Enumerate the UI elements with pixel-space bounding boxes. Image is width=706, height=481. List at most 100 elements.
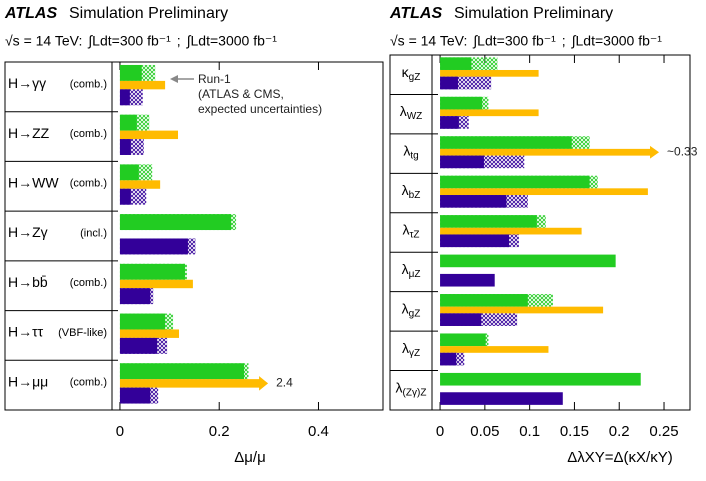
bar (440, 116, 459, 129)
category-label: λtg (403, 142, 418, 161)
x-tick-label: 0.15 (560, 423, 589, 440)
x-tick-label: 0.2 (609, 423, 630, 440)
x-tick-label: 0 (116, 423, 124, 440)
bar (440, 136, 572, 149)
bar (119, 238, 188, 255)
bar-arrow (119, 376, 269, 391)
value-label: ~0.33 (667, 144, 698, 158)
bar (440, 215, 537, 228)
x-axis-label: Δμ/μ (234, 449, 265, 466)
category-label: λbZ (402, 182, 421, 201)
category-qualifier: (comb.) (70, 128, 107, 140)
category-qualifier: (comb.) (70, 178, 107, 190)
bar (119, 387, 151, 404)
bar (440, 96, 483, 110)
category-qualifier: (comb.) (70, 277, 107, 289)
experiment: ATLAS (389, 5, 442, 22)
legend-entry: ∫Ldt=300 fb⁻¹ (472, 33, 556, 49)
category-label: λτZ (402, 221, 419, 240)
bar (440, 306, 604, 314)
bar (119, 329, 180, 338)
bar (119, 313, 166, 330)
energy-label: √s = 14 TeV: (390, 33, 467, 49)
legend-separator: ; (177, 33, 181, 49)
bar (440, 352, 457, 366)
bar (440, 188, 648, 196)
bar (119, 114, 137, 131)
category-label: κgZ (402, 63, 421, 82)
bar (119, 279, 193, 289)
plot-frame (389, 54, 691, 411)
category-label: λgZ (402, 300, 421, 319)
experiment: ATLAS (4, 5, 57, 22)
bar (440, 313, 482, 326)
category-label: λWZ (400, 103, 423, 122)
bar-arrow (440, 145, 660, 159)
bar (119, 337, 158, 354)
x-tick-label: 0.1 (519, 423, 540, 440)
bar (119, 180, 161, 189)
category-label: H→bb̄ (8, 274, 48, 290)
plot-frame (4, 61, 384, 411)
annotation-arrow (170, 75, 194, 83)
bar (440, 69, 539, 77)
x-tick-label: 0.2 (209, 423, 230, 440)
bar (119, 288, 151, 305)
bar (440, 227, 582, 235)
bar (440, 175, 590, 189)
energy-label: √s = 14 TeV: (5, 33, 82, 49)
category-qualifier: (comb.) (70, 377, 107, 389)
x-tick-label: 0.05 (470, 423, 499, 440)
bar (119, 139, 131, 155)
x-tick-label: 0.4 (308, 423, 329, 440)
category-qualifier: (VBF-like) (58, 327, 107, 339)
category-label: H→ττ (8, 324, 44, 340)
bar (440, 294, 528, 307)
value-label: 2.4 (276, 376, 293, 390)
bar (440, 254, 616, 268)
bar (119, 363, 245, 380)
bar (440, 273, 495, 287)
bar (440, 346, 549, 353)
category-qualifier: (incl.) (80, 227, 107, 239)
legend-entry: ∫Ldt=3000 fb⁻¹ (186, 33, 278, 49)
legend-entry: ∫Ldt=3000 fb⁻¹ (571, 33, 663, 49)
legend-entry: ∫Ldt=300 fb⁻¹ (87, 33, 171, 49)
x-axis-label: ΔλXY=Δ(κX/κY) (567, 449, 672, 466)
category-label: H→μμ (8, 373, 48, 389)
category-label: H→Zγ (8, 224, 48, 240)
x-tick-label: 0.25 (649, 423, 678, 440)
status: Simulation Preliminary (454, 5, 613, 22)
legend-separator: ; (562, 33, 566, 49)
annotation: (ATLAS & CMS, (198, 87, 284, 101)
category-label: H→ZZ (8, 125, 50, 141)
bar (119, 130, 179, 140)
category-label: H→γγ (8, 75, 46, 91)
bar (440, 392, 563, 405)
x-tick-label: 0 (436, 423, 444, 440)
bar (119, 164, 139, 181)
bar (119, 214, 232, 231)
bar (440, 333, 486, 347)
bar (440, 155, 484, 169)
category-label: λ(Zγ)Z (396, 379, 427, 398)
bar (440, 195, 507, 208)
annotation: expected uncertainties) (198, 102, 322, 116)
bar (119, 80, 166, 90)
bar (440, 57, 472, 70)
bar (440, 372, 641, 386)
bar (119, 64, 142, 81)
category-label: H→WW (8, 175, 59, 191)
category-label: λγZ (402, 340, 420, 359)
status: Simulation Preliminary (69, 5, 228, 22)
bar (119, 263, 185, 280)
bar (440, 76, 458, 90)
category-label: λμZ (402, 261, 421, 280)
annotation: Run-1 (198, 72, 231, 86)
bar (440, 234, 510, 248)
bar (119, 188, 131, 205)
bar (440, 109, 539, 117)
bar (119, 89, 130, 106)
category-qualifier: (comb.) (70, 78, 107, 90)
